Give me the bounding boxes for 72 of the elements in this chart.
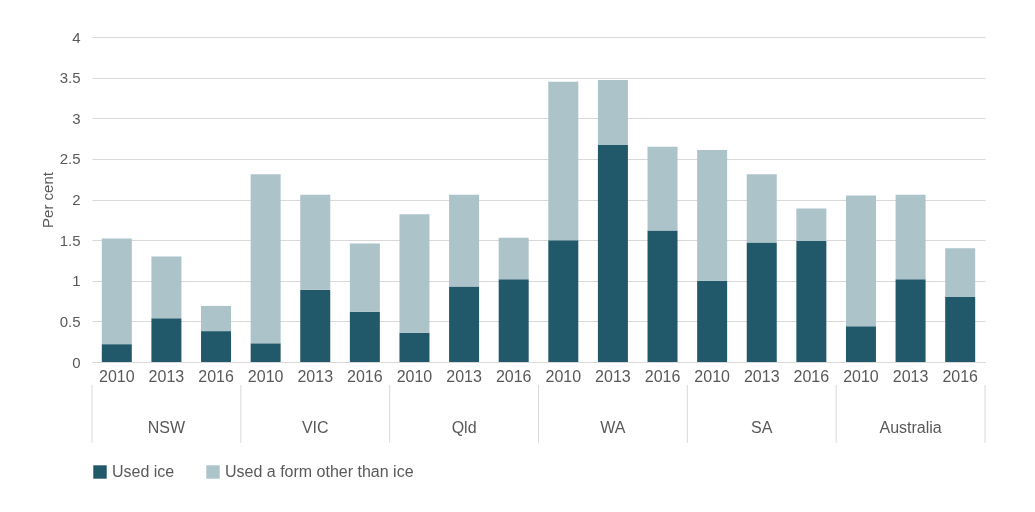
y-tick-label: 0.5: [59, 312, 81, 330]
x-tick-label: 2010: [396, 367, 433, 385]
y-tick-label: 1.5: [59, 231, 81, 249]
x-tick-label: 2013: [148, 367, 185, 385]
bar: [845, 326, 876, 362]
text: Australia: [879, 419, 942, 436]
bar: [151, 256, 182, 319]
bar: [399, 332, 430, 362]
bar: [300, 194, 331, 290]
text: NSW: [147, 419, 186, 436]
bar: [746, 174, 777, 243]
x-tick-label: 2016: [347, 367, 383, 385]
x-tick-label: 2010: [545, 367, 582, 385]
x-tick-label: 2013: [743, 367, 780, 385]
y-tick-label: 4: [72, 28, 81, 46]
bar: [647, 146, 678, 231]
bar: [945, 297, 976, 362]
bar: [796, 240, 827, 362]
x-tick-label: 2010: [247, 367, 284, 385]
x-tick-label: 2010: [99, 367, 135, 385]
bar: [498, 237, 529, 280]
bar: [746, 242, 777, 362]
bar: [449, 286, 480, 362]
bar: [945, 248, 976, 297]
bar: [498, 279, 529, 362]
bar: [697, 280, 728, 362]
y-tick-label: 1: [72, 272, 81, 290]
text: SA: [751, 419, 773, 436]
bar: [597, 80, 628, 146]
bar: [647, 230, 678, 362]
bar: [201, 305, 232, 332]
legend-label: Used ice: [112, 463, 175, 480]
x-tick-label: 2016: [198, 367, 234, 385]
x-tick-label: 2016: [793, 367, 830, 385]
y-axis-title: Per cent: [38, 171, 56, 228]
text: VIC: [301, 419, 329, 436]
bar: [845, 195, 876, 327]
y-tick-label: 2.5: [59, 150, 81, 168]
bar: [449, 194, 480, 287]
bar: [548, 81, 579, 241]
bar: [151, 318, 182, 362]
x-tick-label: 2016: [644, 367, 681, 385]
x-tick-label: 2016: [942, 367, 979, 385]
y-tick-label: 2: [72, 191, 81, 208]
bar: [796, 208, 827, 241]
x-tick-label: 2013: [892, 367, 929, 385]
bar: [548, 240, 579, 362]
bar: [250, 174, 281, 344]
bar: [597, 145, 628, 362]
bar: [399, 214, 430, 333]
y-tick-label: 3.5: [59, 69, 81, 87]
bar: [101, 344, 132, 362]
x-tick-label: 2013: [297, 367, 334, 385]
y-tick-label: 0: [72, 353, 81, 371]
text: WA: [600, 419, 626, 436]
x-tick-label: 2016: [495, 367, 532, 385]
bar: [349, 311, 380, 362]
bar: [895, 279, 926, 362]
bar: [697, 149, 728, 281]
bar: [101, 238, 132, 345]
bar: [300, 289, 331, 362]
bar: [250, 343, 281, 362]
x-tick-label: 2013: [595, 367, 631, 385]
x-tick-label: 2010: [694, 367, 731, 385]
legend-label: Used a form other than ice: [225, 463, 414, 480]
bar: [201, 331, 232, 362]
y-tick-label: 3: [72, 109, 81, 127]
bar: [349, 243, 380, 312]
text: Qld: [451, 419, 477, 436]
bar: [895, 194, 926, 280]
x-tick-label: 2013: [446, 367, 482, 385]
x-tick-label: 2010: [843, 367, 879, 385]
